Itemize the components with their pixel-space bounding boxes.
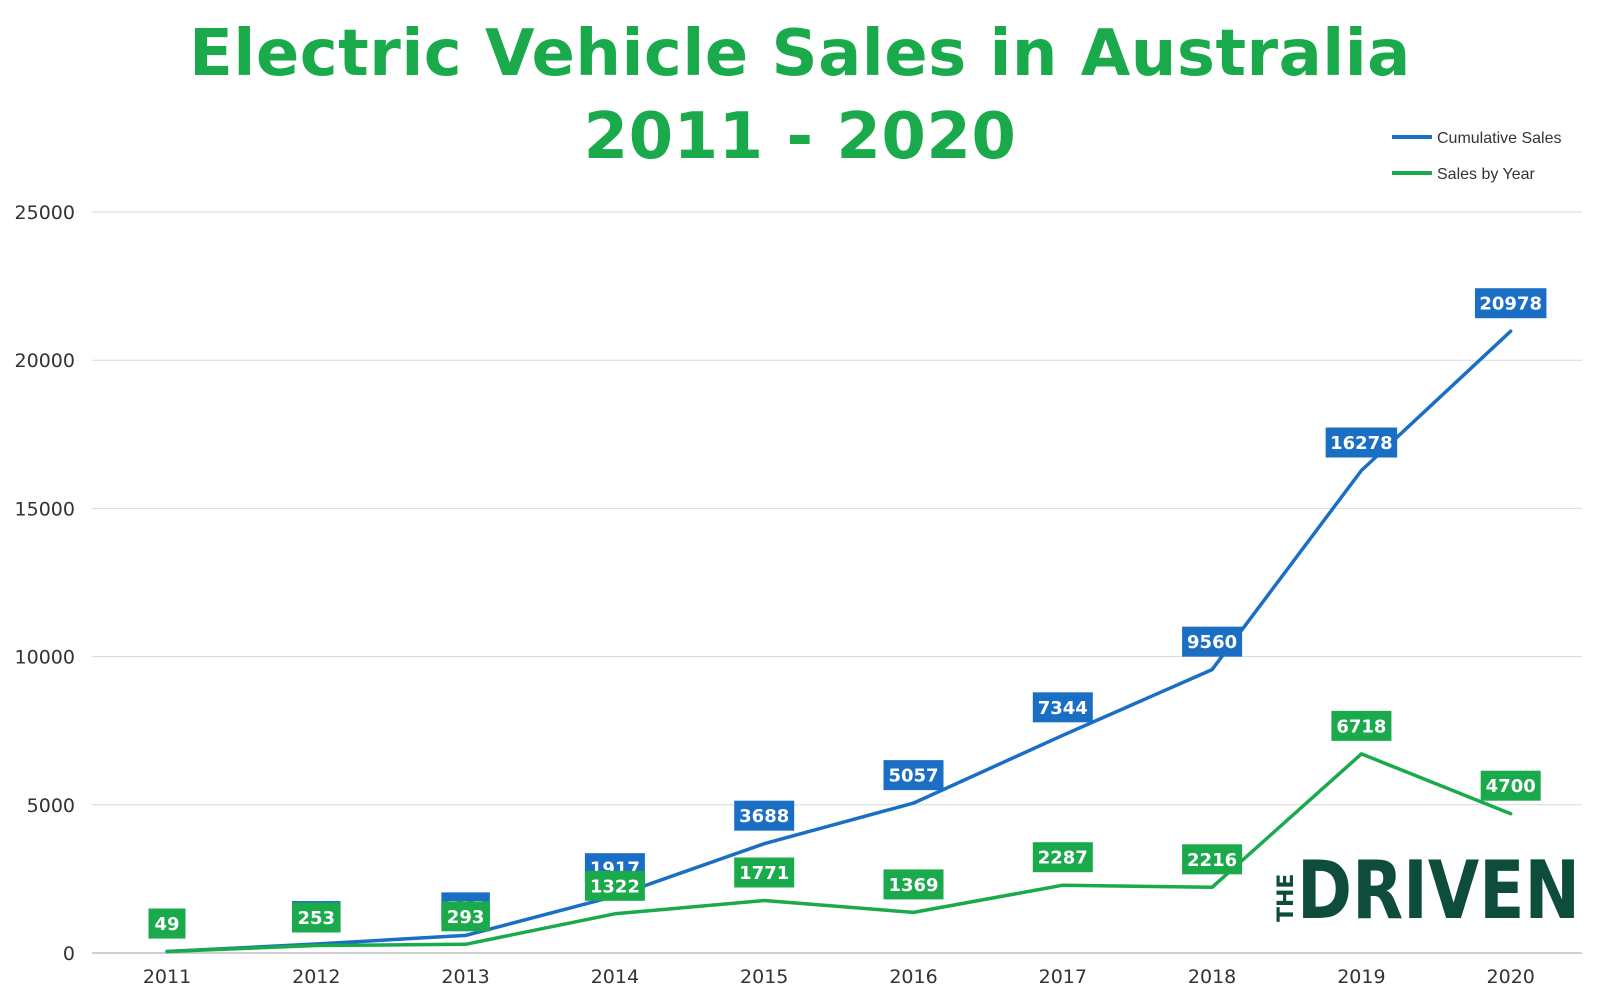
- data-label-text: 20978: [1479, 294, 1542, 315]
- chart-subtitle: 2011 - 2020: [583, 100, 1017, 174]
- data-label-cumulative-sales: 16278: [1325, 427, 1398, 458]
- data-label-box: [584, 870, 645, 901]
- data-label-text: 6718: [1336, 716, 1386, 737]
- data-label-text: 5057: [888, 766, 938, 787]
- data-label-box: [883, 869, 944, 900]
- data-labels: 4930259519173688505773449560162782097849…: [148, 288, 1547, 939]
- data-label-sales-by-year: 293: [441, 901, 490, 932]
- data-label-sales-by-year: 1771: [734, 857, 795, 888]
- data-label-sales-by-year: 4700: [1480, 770, 1541, 801]
- logo-text-the: THE: [1274, 874, 1299, 922]
- data-label-box: [1032, 842, 1093, 873]
- data-label-text: 49: [154, 914, 179, 935]
- data-label-text: 3688: [739, 806, 789, 827]
- x-tick-label: 2019: [1337, 966, 1385, 988]
- data-label-text: 16278: [1330, 433, 1393, 454]
- data-label-cumulative-sales: 20978: [1474, 288, 1547, 319]
- data-label-box: [1325, 427, 1398, 458]
- data-label-box: [292, 902, 341, 933]
- data-label-text: 2216: [1187, 850, 1237, 871]
- data-label-cumulative-sales: 3688: [734, 800, 795, 831]
- x-tick-label: 2013: [441, 966, 489, 988]
- series-line-sales-by-year: [165, 752, 1513, 954]
- data-label-sales-by-year: 253: [292, 902, 341, 933]
- data-label-sales-by-year: 6718: [1331, 710, 1392, 741]
- gridlines: [92, 211, 1582, 954]
- data-label-text: 1771: [739, 863, 789, 884]
- data-label-sales-by-year: 1322: [584, 870, 645, 901]
- x-tick-label: 2012: [292, 966, 340, 988]
- data-label-cumulative-sales: 5057: [883, 760, 944, 791]
- x-tick-label: 2017: [1039, 966, 1087, 988]
- y-axis: 0 5000 10000 15000 20000 25000: [15, 202, 75, 965]
- data-label-box: [883, 760, 944, 791]
- series-line-cumulative-sales: [165, 329, 1513, 954]
- data-label-box: [734, 857, 795, 888]
- data-label-box: [1480, 770, 1541, 801]
- data-label-box: [1032, 692, 1093, 723]
- data-label-text: 9560: [1187, 632, 1237, 653]
- y-tick-label: 10000: [15, 647, 75, 669]
- y-tick-label: 25000: [15, 202, 75, 224]
- x-tick-label: 2014: [591, 966, 639, 988]
- logo-text-driven: DRIVEN: [1297, 844, 1580, 937]
- x-tick-label: 2020: [1487, 966, 1535, 988]
- data-label-box: [734, 800, 795, 831]
- data-label-box: [1474, 288, 1547, 319]
- legend-label-by-year: Sales by Year: [1437, 166, 1536, 183]
- x-tick-label: 2011: [143, 966, 191, 988]
- y-tick-label: 20000: [15, 350, 75, 372]
- series-lines: [165, 329, 1513, 954]
- data-label-box: [1182, 626, 1243, 657]
- legend-label-cumulative: Cumulative Sales: [1437, 130, 1562, 147]
- y-tick-label: 5000: [27, 795, 75, 817]
- data-label-sales-by-year: 2287: [1032, 842, 1093, 873]
- data-label-cumulative-sales: 7344: [1032, 692, 1093, 723]
- chart-title: Electric Vehicle Sales in Australia: [189, 17, 1411, 91]
- x-tick-label: 2016: [889, 966, 937, 988]
- data-label-text: 293: [447, 907, 485, 928]
- data-label-sales-by-year: 2216: [1182, 844, 1243, 875]
- data-label-text: 1369: [888, 875, 938, 896]
- x-tick-label: 2015: [740, 966, 788, 988]
- y-tick-label: 0: [63, 943, 75, 965]
- data-label-box: [441, 901, 490, 932]
- data-label-text: 7344: [1038, 698, 1088, 719]
- data-label-text: 4700: [1486, 776, 1536, 797]
- data-label-box: [1182, 844, 1243, 875]
- data-label-text: 1322: [590, 876, 640, 897]
- x-axis: 2011 2012 2013 2014 2015 2016 2017 2018 2019 2020: [143, 966, 1535, 988]
- the-driven-logo: THE DRIVEN: [1274, 844, 1580, 937]
- data-label-text: 2287: [1038, 848, 1088, 869]
- y-tick-label: 15000: [15, 498, 75, 520]
- data-label-sales-by-year: 49: [148, 908, 186, 939]
- data-label-box: [1331, 710, 1392, 741]
- data-label-box: [148, 908, 186, 939]
- data-label-text: 253: [298, 908, 336, 929]
- x-tick-label: 2018: [1188, 966, 1236, 988]
- legend: Cumulative Sales Sales by Year: [1392, 130, 1562, 183]
- data-label-cumulative-sales: 9560: [1182, 626, 1243, 657]
- data-label-sales-by-year: 1369: [883, 869, 944, 900]
